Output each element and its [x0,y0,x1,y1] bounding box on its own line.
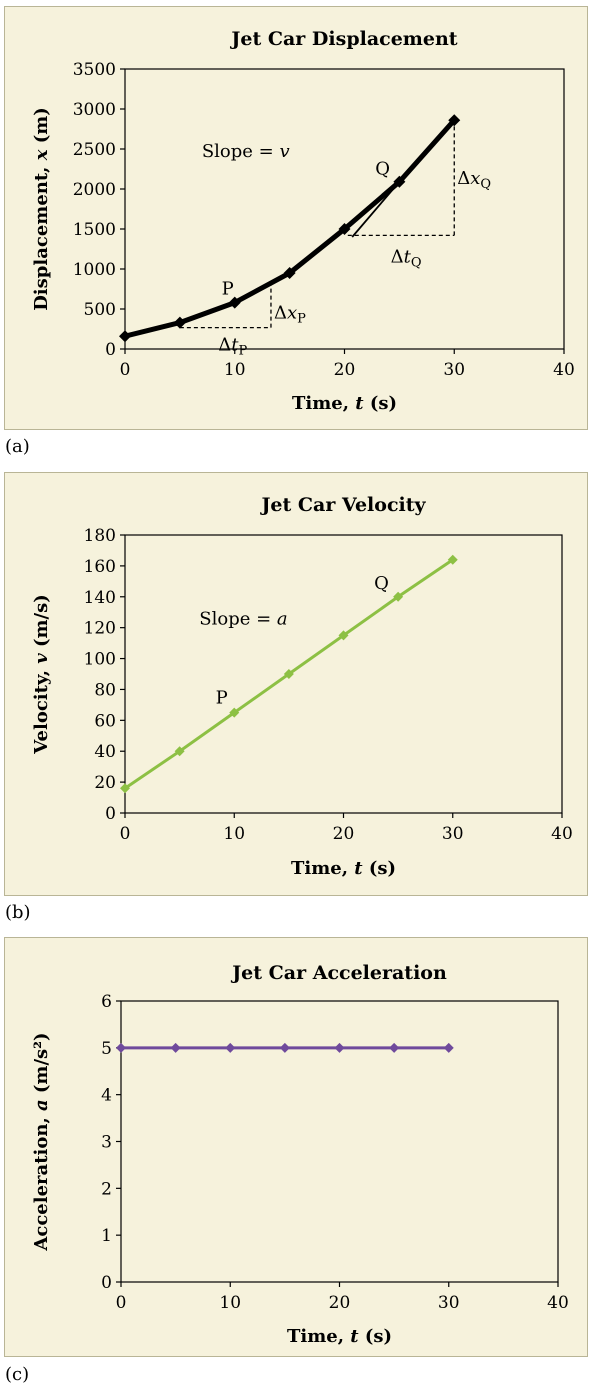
data-point [448,114,461,127]
x-axis-label: Time, t (s) [287,1326,392,1347]
y-tick-label: 0 [105,340,116,360]
chart-title: Jet Car Velocity [259,494,426,516]
data-point [174,746,185,757]
data-point [120,783,130,794]
data-point [228,296,241,309]
x-tick-label: 30 [442,824,464,844]
data-point [173,316,186,329]
y-tick-label: 4 [101,1086,112,1106]
acceleration-chart: Jet Car Acceleration 0 1 2 3 4 5 6 0 10 20 30 40 Time… [31,962,569,1347]
x-tick-label: 10 [219,1293,241,1313]
delta-x-q-label: ΔxQ [457,168,491,192]
delta-x-p-label: ΔxP [274,303,306,327]
y-tick-label: 2500 [73,140,116,160]
y-tick-label: 180 [84,526,116,546]
x-tick-label: 30 [443,360,465,380]
data-point [338,630,349,641]
x-tick-label: 20 [329,1293,351,1313]
point-label-q: Q [374,573,389,594]
chart-title: Jet Car Acceleration [230,962,447,984]
data-point [116,1042,126,1053]
y-tick-label: 0 [101,1273,112,1293]
data-point [119,330,131,343]
point-label-p: P [216,687,228,708]
plot-area [124,534,563,814]
data-point [283,267,296,279]
y-tick-label: 5 [101,1039,112,1059]
delta-t-p-label: ΔtP [218,335,247,359]
y-tick-label: 40 [94,742,116,762]
y-tick-label: 3000 [73,100,116,120]
y-tick-label: 0 [105,804,116,824]
x-tick-label: 10 [224,360,246,380]
y-axis-label: Velocity, v (m/s) [31,594,52,755]
x-tick-label: 20 [334,360,356,380]
chart-panel-displacement: Jet Car Displacement 0 500 1000 1500 2000 2500… [4,6,588,430]
y-tick-label: 1500 [73,220,116,240]
slope-annotation: Slope = a [199,609,287,630]
point-label-p: P [222,279,234,300]
y-tick-label: 120 [84,619,116,639]
x-tick-label: 40 [551,824,573,844]
slope-annotation: Slope = v [202,141,290,162]
y-tick-label: 500 [84,300,116,320]
y-tick-label: 80 [94,680,116,700]
plot-area [124,68,565,350]
y-axis-label: Acceleration, a (m/s²) [31,1032,52,1251]
velocity-chart: Jet Car Velocity020406080100120140160180… [31,494,573,879]
data-point [279,1042,290,1053]
x-tick-label: 10 [223,824,245,844]
data-point [334,1042,345,1053]
x-tick-label: 0 [116,1293,127,1313]
data-point [225,1042,236,1053]
subfigure-label-c: (c) [5,1364,30,1385]
x-axis-label: Time, t (s) [291,858,396,879]
y-tick-label: 60 [94,711,116,731]
y-tick-label: 160 [84,557,116,577]
data-point [338,223,351,235]
y-tick-label: 3 [101,1133,112,1153]
y-axis-label: Displacement, x (m) [31,107,52,311]
x-tick-label: 40 [553,360,575,380]
chart-panel-velocity: Jet Car Velocity 0 20 40 60 80 100 120 140 160 180… [4,472,588,896]
y-tick-label: 2000 [73,180,116,200]
x-tick-label: 30 [438,1293,460,1313]
displacement-chart: Jet Car Displacement 0 500 1000 1500 2000 2500… [31,28,575,414]
y-tick-label: 6 [101,992,112,1012]
chart-title: Jet Car Displacement [229,28,457,50]
delta-t-q-label: ΔtQ [391,247,422,271]
y-tick-label: 100 [84,650,116,670]
data-point [393,175,406,188]
data-point [393,591,404,602]
data-point [443,1042,454,1053]
data-point [229,707,240,718]
x-axis-label: Time, t (s) [292,393,397,414]
data-point [283,669,294,679]
x-tick-label: 0 [120,360,131,380]
x-tick-label: 20 [333,824,355,844]
y-tick-label: 1000 [73,260,116,280]
x-tick-label: 40 [547,1293,569,1313]
subfigure-label-a: (a) [5,436,30,457]
y-tick-label: 1 [101,1226,112,1246]
y-tick-label: 20 [94,773,116,793]
y-tick-label: 2 [101,1179,112,1199]
data-point [447,554,458,565]
data-point [170,1042,181,1053]
chart-panel-acceleration: Jet Car Acceleration 0 1 2 3 4 5 6 0 10 20 30 40 Time… [4,937,588,1357]
y-tick-label: 3500 [73,60,116,80]
data-point [389,1042,400,1053]
subfigure-label-b: (b) [5,902,31,923]
y-tick-label: 140 [84,588,116,608]
point-label-q: Q [375,159,390,180]
x-tick-label: 0 [120,824,131,844]
